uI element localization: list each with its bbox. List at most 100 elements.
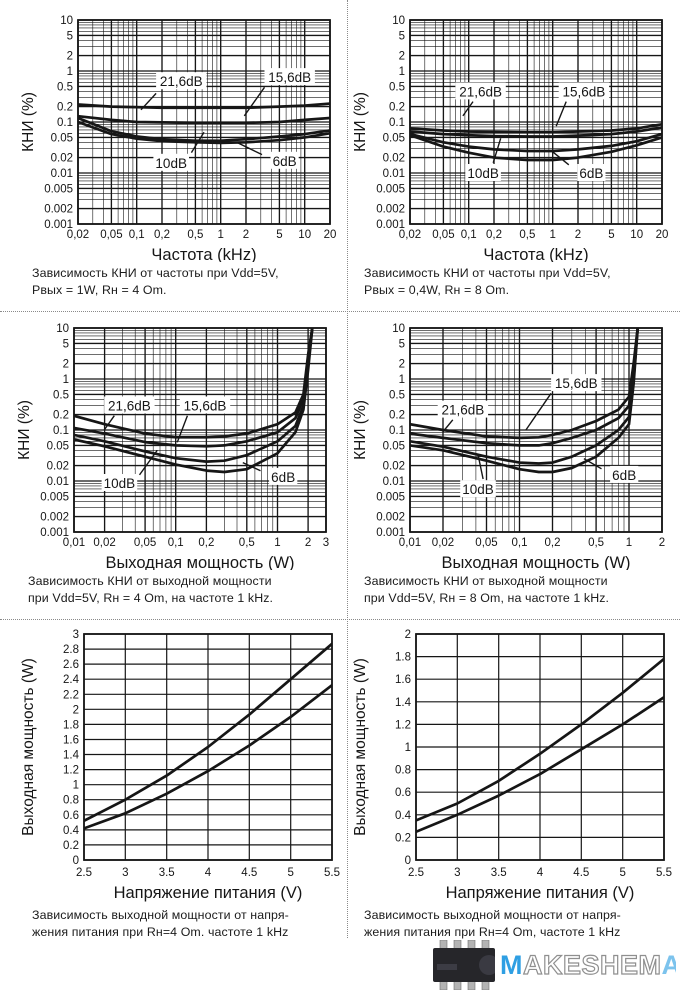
svg-text:2: 2 bbox=[243, 229, 249, 241]
svg-text:0.5: 0.5 bbox=[53, 389, 69, 401]
svg-text:0.001: 0.001 bbox=[376, 527, 405, 539]
svg-text:2: 2 bbox=[305, 537, 311, 549]
svg-text:0.1: 0.1 bbox=[57, 117, 73, 129]
row-divider bbox=[0, 311, 680, 312]
chart-thd-vs-frequency-8ohm: 0,02 0,05 0,1 0,2 0,5 1 2 5 10 20 10 5 2 1 0.5 0.2 0.1 0.… bbox=[352, 15, 668, 262]
svg-text:5.5: 5.5 bbox=[324, 867, 340, 879]
svg-text:2: 2 bbox=[399, 51, 405, 63]
svg-text:5: 5 bbox=[399, 338, 405, 350]
svg-text:3.5: 3.5 bbox=[491, 867, 507, 879]
svg-text:0.2: 0.2 bbox=[53, 410, 69, 422]
svg-text:Напряжение питания (V): Напряжение питания (V) bbox=[114, 884, 303, 902]
svg-text:1.8: 1.8 bbox=[395, 652, 411, 664]
svg-text:0.6: 0.6 bbox=[395, 787, 411, 799]
svg-text:10: 10 bbox=[392, 323, 405, 335]
svg-text:2.6: 2.6 bbox=[63, 659, 79, 671]
svg-text:10dB: 10dB bbox=[462, 482, 494, 497]
svg-text:10dB: 10dB bbox=[155, 156, 187, 171]
svg-text:0.005: 0.005 bbox=[40, 491, 69, 503]
svg-text:1.6: 1.6 bbox=[63, 735, 79, 747]
chart-thd-vs-frequency-4ohm: 0,02 0,05 0,1 0,2 0,5 1 2 5 10 20 10 5 2 1 0.5 0.2 0.1 0.… bbox=[20, 15, 336, 262]
svg-text:10: 10 bbox=[56, 323, 69, 335]
svg-text:1: 1 bbox=[399, 374, 405, 386]
row-divider bbox=[0, 619, 680, 620]
svg-text:15,6dB: 15,6dB bbox=[268, 70, 311, 85]
svg-text:10: 10 bbox=[630, 229, 643, 241]
svg-text:0.1: 0.1 bbox=[389, 117, 405, 129]
svg-text:0.05: 0.05 bbox=[383, 440, 405, 452]
svg-text:0.8: 0.8 bbox=[63, 795, 79, 807]
svg-text:КНИ (%): КНИ (%) bbox=[20, 92, 37, 152]
svg-text:0.01: 0.01 bbox=[51, 168, 73, 180]
svg-text:10: 10 bbox=[60, 15, 73, 27]
svg-text:6dB: 6dB bbox=[273, 154, 297, 169]
svg-text:1: 1 bbox=[405, 742, 411, 754]
svg-text:5: 5 bbox=[276, 229, 282, 241]
svg-text:0,02: 0,02 bbox=[399, 229, 421, 241]
makeshema-logo: MAKESHEMA bbox=[431, 940, 676, 990]
svg-text:5: 5 bbox=[67, 30, 73, 42]
svg-text:0,1: 0,1 bbox=[512, 537, 528, 549]
svg-text:0.02: 0.02 bbox=[51, 153, 73, 165]
chart-caption: Зависимость КНИ от выходной мощности при… bbox=[28, 574, 274, 606]
svg-text:0,1: 0,1 bbox=[168, 537, 184, 549]
svg-text:0,5: 0,5 bbox=[588, 537, 604, 549]
svg-text:2: 2 bbox=[399, 359, 405, 371]
svg-text:0.001: 0.001 bbox=[44, 219, 73, 231]
svg-text:0,5: 0,5 bbox=[187, 229, 203, 241]
svg-text:15,6dB: 15,6dB bbox=[555, 376, 598, 391]
svg-text:0.5: 0.5 bbox=[389, 81, 405, 93]
svg-text:0,02: 0,02 bbox=[93, 537, 115, 549]
svg-text:6dB: 6dB bbox=[612, 468, 636, 483]
svg-text:2.5: 2.5 bbox=[408, 867, 424, 879]
svg-text:2: 2 bbox=[405, 629, 411, 641]
svg-text:0,2: 0,2 bbox=[486, 229, 502, 241]
svg-text:0.002: 0.002 bbox=[376, 204, 405, 216]
svg-text:1: 1 bbox=[67, 66, 73, 78]
svg-text:2: 2 bbox=[67, 51, 73, 63]
svg-text:1: 1 bbox=[73, 780, 79, 792]
svg-text:1: 1 bbox=[217, 229, 223, 241]
svg-text:0.02: 0.02 bbox=[47, 461, 69, 473]
svg-text:0.2: 0.2 bbox=[57, 102, 73, 114]
svg-text:0,01: 0,01 bbox=[399, 537, 421, 549]
chart-cell-thd-power-8ohm: 0,01 0,02 0,05 0,1 0,2 0,5 1 2 10 5 2 1 0.5 0.2 0.1 0.0… bbox=[350, 316, 680, 607]
svg-text:0.005: 0.005 bbox=[376, 183, 405, 195]
svg-text:0,1: 0,1 bbox=[129, 229, 145, 241]
svg-text:6dB: 6dB bbox=[271, 470, 295, 485]
svg-text:1.8: 1.8 bbox=[63, 719, 79, 731]
svg-text:2.5: 2.5 bbox=[76, 867, 92, 879]
svg-text:0.001: 0.001 bbox=[40, 527, 69, 539]
svg-text:КНИ (%): КНИ (%) bbox=[352, 400, 369, 460]
svg-text:3: 3 bbox=[323, 537, 329, 549]
svg-text:2.4: 2.4 bbox=[63, 674, 80, 686]
svg-text:3: 3 bbox=[454, 867, 460, 879]
svg-text:1: 1 bbox=[549, 229, 555, 241]
svg-text:1.2: 1.2 bbox=[395, 719, 411, 731]
svg-text:Выходная мощность (W): Выходная мощность (W) bbox=[105, 554, 294, 570]
svg-text:КНИ (%): КНИ (%) bbox=[352, 92, 369, 152]
svg-text:2: 2 bbox=[659, 537, 665, 549]
chart-caption: Зависимость КНИ от частоты при Vdd=5V, Р… bbox=[364, 266, 611, 298]
column-divider bbox=[347, 0, 348, 938]
chart-caption: Зависимость выходной мощности от напря- … bbox=[32, 908, 289, 940]
svg-text:0,05: 0,05 bbox=[134, 537, 156, 549]
chart-thd-vs-power-4ohm: 0,01 0,02 0,05 0,1 0,2 0,5 1 2 3105210.50.20.10.… bbox=[16, 323, 329, 570]
svg-text:0,05: 0,05 bbox=[100, 229, 122, 241]
svg-text:5: 5 bbox=[608, 229, 614, 241]
svg-text:1: 1 bbox=[63, 374, 69, 386]
svg-text:4.5: 4.5 bbox=[573, 867, 589, 879]
svg-text:0.05: 0.05 bbox=[383, 132, 405, 144]
svg-text:0.5: 0.5 bbox=[57, 81, 73, 93]
svg-text:0.05: 0.05 bbox=[51, 132, 73, 144]
logo-letter-a: A bbox=[662, 950, 676, 980]
svg-text:1: 1 bbox=[274, 537, 280, 549]
svg-text:0.1: 0.1 bbox=[389, 425, 405, 437]
svg-text:0: 0 bbox=[405, 855, 411, 867]
svg-text:0.6: 0.6 bbox=[63, 810, 79, 822]
svg-text:3: 3 bbox=[73, 629, 79, 641]
svg-text:2: 2 bbox=[63, 359, 69, 371]
chart-cell-power-voltage-4ohm: 2.5 3 3.5 4 4.5 5 5.5 0 0.2 0.4 0.6 0.8 1 1.2 1.4 1.6 1.… bbox=[18, 624, 348, 941]
svg-text:0,2: 0,2 bbox=[198, 537, 214, 549]
svg-text:2.2: 2.2 bbox=[63, 689, 79, 701]
